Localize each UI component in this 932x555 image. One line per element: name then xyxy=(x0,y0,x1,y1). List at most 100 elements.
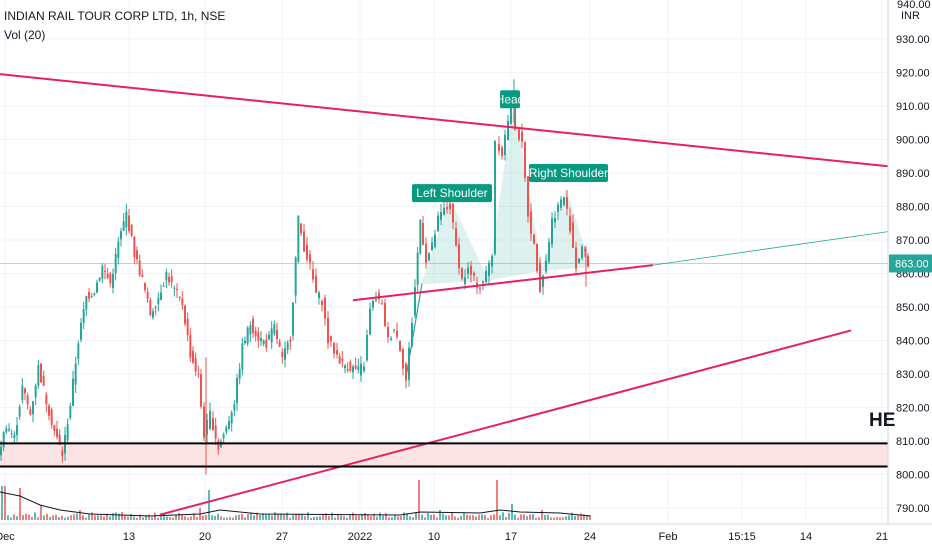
currency-label: INR xyxy=(901,10,920,22)
volume-bar xyxy=(295,514,297,520)
candle xyxy=(363,366,365,371)
volume-ma-line xyxy=(0,491,591,517)
candle xyxy=(300,223,302,234)
candle xyxy=(488,262,490,276)
volume-bar xyxy=(151,517,153,520)
volume-bar xyxy=(589,515,591,520)
volume-bar xyxy=(475,516,477,520)
annotation-text: Head xyxy=(496,92,525,106)
volume-bar xyxy=(298,513,300,520)
volume-bar xyxy=(544,515,546,520)
candle xyxy=(120,231,122,240)
volume-bar xyxy=(430,514,432,520)
candle xyxy=(262,340,265,345)
candle xyxy=(230,412,233,424)
candle xyxy=(378,292,380,300)
candle xyxy=(270,328,273,343)
candle xyxy=(200,374,202,407)
candle xyxy=(104,271,106,273)
volume-bar xyxy=(262,513,264,520)
volume-bar xyxy=(226,517,228,520)
volume-bar xyxy=(580,513,582,520)
volume-bar xyxy=(457,517,459,520)
right-shoulder-shade xyxy=(541,188,591,271)
candle xyxy=(330,336,332,341)
volume-bar xyxy=(163,514,165,520)
candle xyxy=(369,308,371,335)
volume-bar xyxy=(313,516,315,520)
volume-bar xyxy=(355,515,357,520)
candle xyxy=(45,394,48,404)
candle xyxy=(431,242,433,251)
candle xyxy=(252,319,254,334)
y-tick-top: 940.00 xyxy=(897,0,931,11)
volume-bar xyxy=(415,512,417,520)
volume-bar xyxy=(442,513,444,520)
volume-bar xyxy=(139,514,141,520)
candle xyxy=(96,282,98,293)
volume-bar xyxy=(31,516,33,520)
candle xyxy=(344,365,346,369)
volume-bar xyxy=(100,515,102,520)
candle xyxy=(452,203,454,223)
candle xyxy=(184,305,186,324)
x-tick-label: 24 xyxy=(584,531,596,543)
candle xyxy=(82,308,85,323)
candle xyxy=(194,358,197,372)
volume-bar xyxy=(349,515,351,520)
candle xyxy=(85,295,88,310)
candle xyxy=(284,348,286,360)
candle xyxy=(257,332,260,341)
candle xyxy=(225,427,228,433)
candle xyxy=(384,303,386,327)
candle xyxy=(467,267,469,275)
candle xyxy=(446,207,448,210)
volume-bar xyxy=(280,513,282,520)
candle xyxy=(233,404,236,411)
candle xyxy=(494,140,496,255)
candle xyxy=(114,253,117,274)
y-tick-label: 840.00 xyxy=(896,336,930,348)
volume-bar xyxy=(109,516,111,520)
volume-bar xyxy=(256,512,258,520)
candle xyxy=(125,211,128,228)
volume-bar xyxy=(232,517,234,520)
volume-bar xyxy=(493,514,495,520)
volume-bar xyxy=(277,514,279,520)
candle xyxy=(276,329,278,340)
candle xyxy=(297,215,300,262)
candle xyxy=(112,273,114,288)
candle xyxy=(32,401,34,415)
volume-bar xyxy=(130,513,132,520)
candle xyxy=(566,197,568,209)
candle xyxy=(34,385,37,398)
candle xyxy=(354,365,357,369)
candle xyxy=(21,385,24,401)
candle xyxy=(440,212,442,221)
volume-bar xyxy=(514,514,516,520)
volume-bar xyxy=(412,517,414,520)
candle xyxy=(324,297,326,319)
candle xyxy=(396,330,398,337)
candle xyxy=(2,432,5,448)
x-tick-label: 13 xyxy=(123,531,135,543)
candle xyxy=(130,224,133,236)
candle xyxy=(238,368,241,379)
volume-bar xyxy=(289,517,291,520)
volume-bar xyxy=(346,517,348,520)
candle xyxy=(294,257,297,296)
volume-bar xyxy=(145,515,147,520)
x-tick-label: 17 xyxy=(505,531,517,543)
volume-bar xyxy=(121,512,123,520)
candle xyxy=(578,258,580,263)
candle xyxy=(8,429,10,431)
candle xyxy=(109,273,112,284)
candle xyxy=(128,215,130,232)
candle xyxy=(542,275,544,287)
volume-bar xyxy=(559,517,561,520)
volume-bar xyxy=(97,515,99,520)
x-tick-label: 20 xyxy=(199,531,211,543)
candle xyxy=(504,134,506,155)
